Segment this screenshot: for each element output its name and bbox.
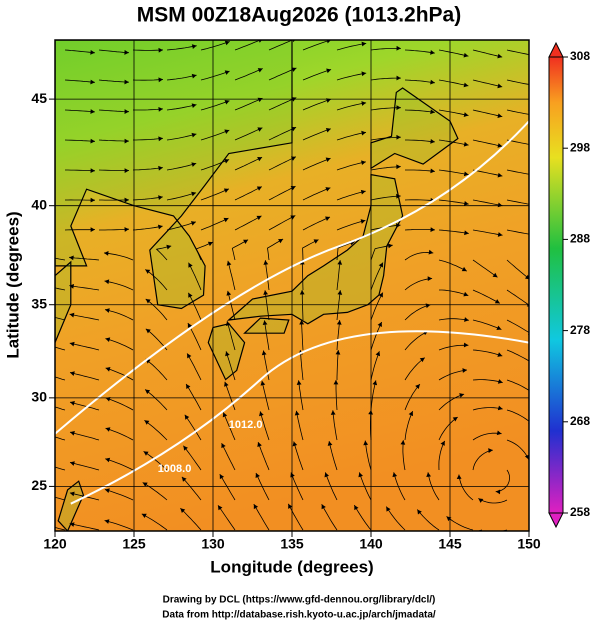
colorbar — [549, 57, 563, 513]
x-axis-label: Longitude (degrees) — [210, 557, 373, 576]
streamline-arrow — [532, 232, 537, 237]
contour-label: 1012.0 — [229, 419, 263, 431]
y-tick-label: 35 — [31, 295, 47, 311]
x-tick-label: 120 — [43, 536, 67, 552]
x-tick-label: 145 — [438, 536, 462, 552]
colorbar-min-arrow — [549, 513, 563, 527]
colorbar-tick-label: 268 — [570, 414, 590, 428]
contour-label: 1008.0 — [158, 463, 192, 475]
footer-line: Data from http://database.rish.kyoto-u.a… — [162, 610, 436, 621]
x-tick-label: 140 — [359, 536, 383, 552]
y-tick-label: 30 — [31, 389, 47, 405]
x-tick-label: 150 — [517, 536, 541, 552]
streamline-arrow — [37, 460, 42, 464]
x-tick-label: 135 — [280, 536, 304, 552]
y-axis-label: Latitude (degrees) — [3, 211, 22, 358]
x-tick-label: 125 — [122, 536, 146, 552]
colorbar-tick-label: 258 — [570, 505, 590, 519]
streamline-arrow — [37, 370, 42, 374]
colorbar-tick-label: 298 — [570, 140, 590, 154]
streamline-arrow — [36, 521, 41, 525]
y-tick-label: 25 — [31, 477, 47, 493]
y-tick-label: 45 — [31, 90, 47, 106]
y-tick-label: 40 — [31, 196, 47, 212]
title: MSM 00Z18Aug2026 (1013.2hPa) — [137, 4, 461, 27]
streamline-arrow — [532, 172, 537, 177]
streamline-arrow — [36, 252, 41, 256]
x-tick-label: 130 — [201, 536, 225, 552]
streamline-arrow — [532, 143, 537, 148]
streamline-arrow — [532, 53, 537, 58]
colorbar-tick-label: 308 — [570, 49, 590, 63]
streamline-arrow — [37, 340, 42, 344]
streamline-arrow — [532, 83, 537, 88]
footer-line: Drawing by DCL (https://www.gfd-dennou.o… — [163, 595, 436, 606]
colorbar-axis: 258 268 278 288 298 308 — [563, 49, 590, 519]
streamline-arrow — [36, 281, 41, 285]
colorbar-tick-label: 278 — [570, 323, 590, 337]
colorbar-max-arrow — [549, 43, 563, 57]
streamline-arrow — [37, 430, 42, 434]
colorbar-tick-label: 288 — [570, 232, 590, 246]
streamline-arrow — [532, 202, 537, 207]
streamline-arrow — [532, 113, 537, 118]
